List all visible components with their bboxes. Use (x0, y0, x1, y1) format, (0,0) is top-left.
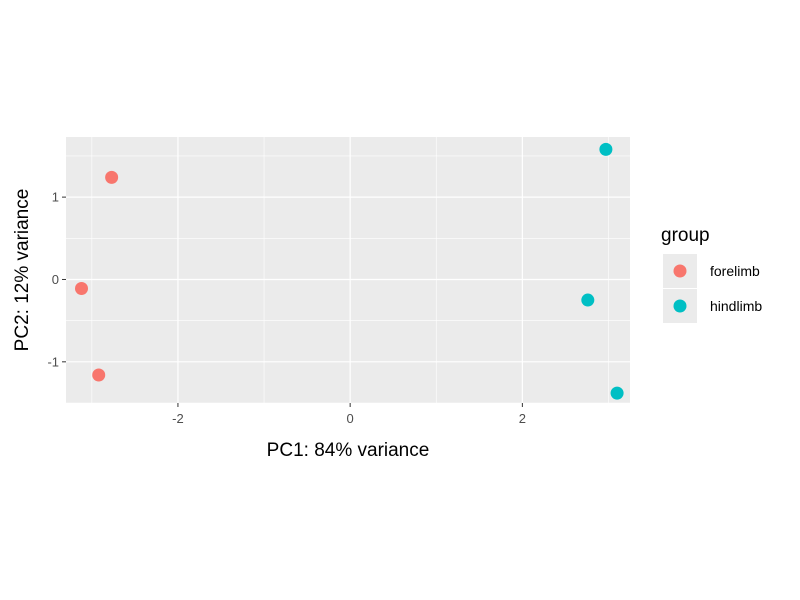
y-tick-label: 0 (52, 272, 59, 287)
x-tick-label: -2 (172, 411, 184, 426)
major-grid (66, 137, 630, 403)
minor-grid (66, 137, 630, 404)
legend-key-forelimb (673, 264, 687, 278)
y-tick-label: 1 (52, 190, 59, 205)
legend: group forelimb hindlimb (661, 225, 762, 323)
scatter-point-hindlimb (581, 293, 595, 307)
legend-key-hindlimb (673, 299, 687, 313)
y-axis-title: PC2: 12% variance (12, 189, 33, 352)
scatter-point-forelimb (92, 368, 106, 382)
legend-title: group (661, 225, 710, 246)
panel-background (66, 137, 630, 403)
data-points (74, 142, 624, 400)
y-tick-label: -1 (47, 354, 59, 369)
scatter-point-hindlimb (599, 142, 613, 156)
y-axis-ticks: -1 0 1 (47, 190, 66, 369)
legend-label-forelimb: forelimb (710, 263, 760, 279)
scatter-point-forelimb (105, 170, 119, 184)
scatter-point-hindlimb (610, 386, 624, 400)
x-axis-title: PC1: 84% variance (267, 440, 430, 461)
x-tick-label: 2 (519, 411, 526, 426)
x-axis-ticks: -2 0 2 (172, 403, 526, 426)
scatter-point-forelimb (74, 282, 88, 296)
legend-label-hindlimb: hindlimb (710, 298, 762, 314)
x-tick-label: 0 (347, 411, 354, 426)
